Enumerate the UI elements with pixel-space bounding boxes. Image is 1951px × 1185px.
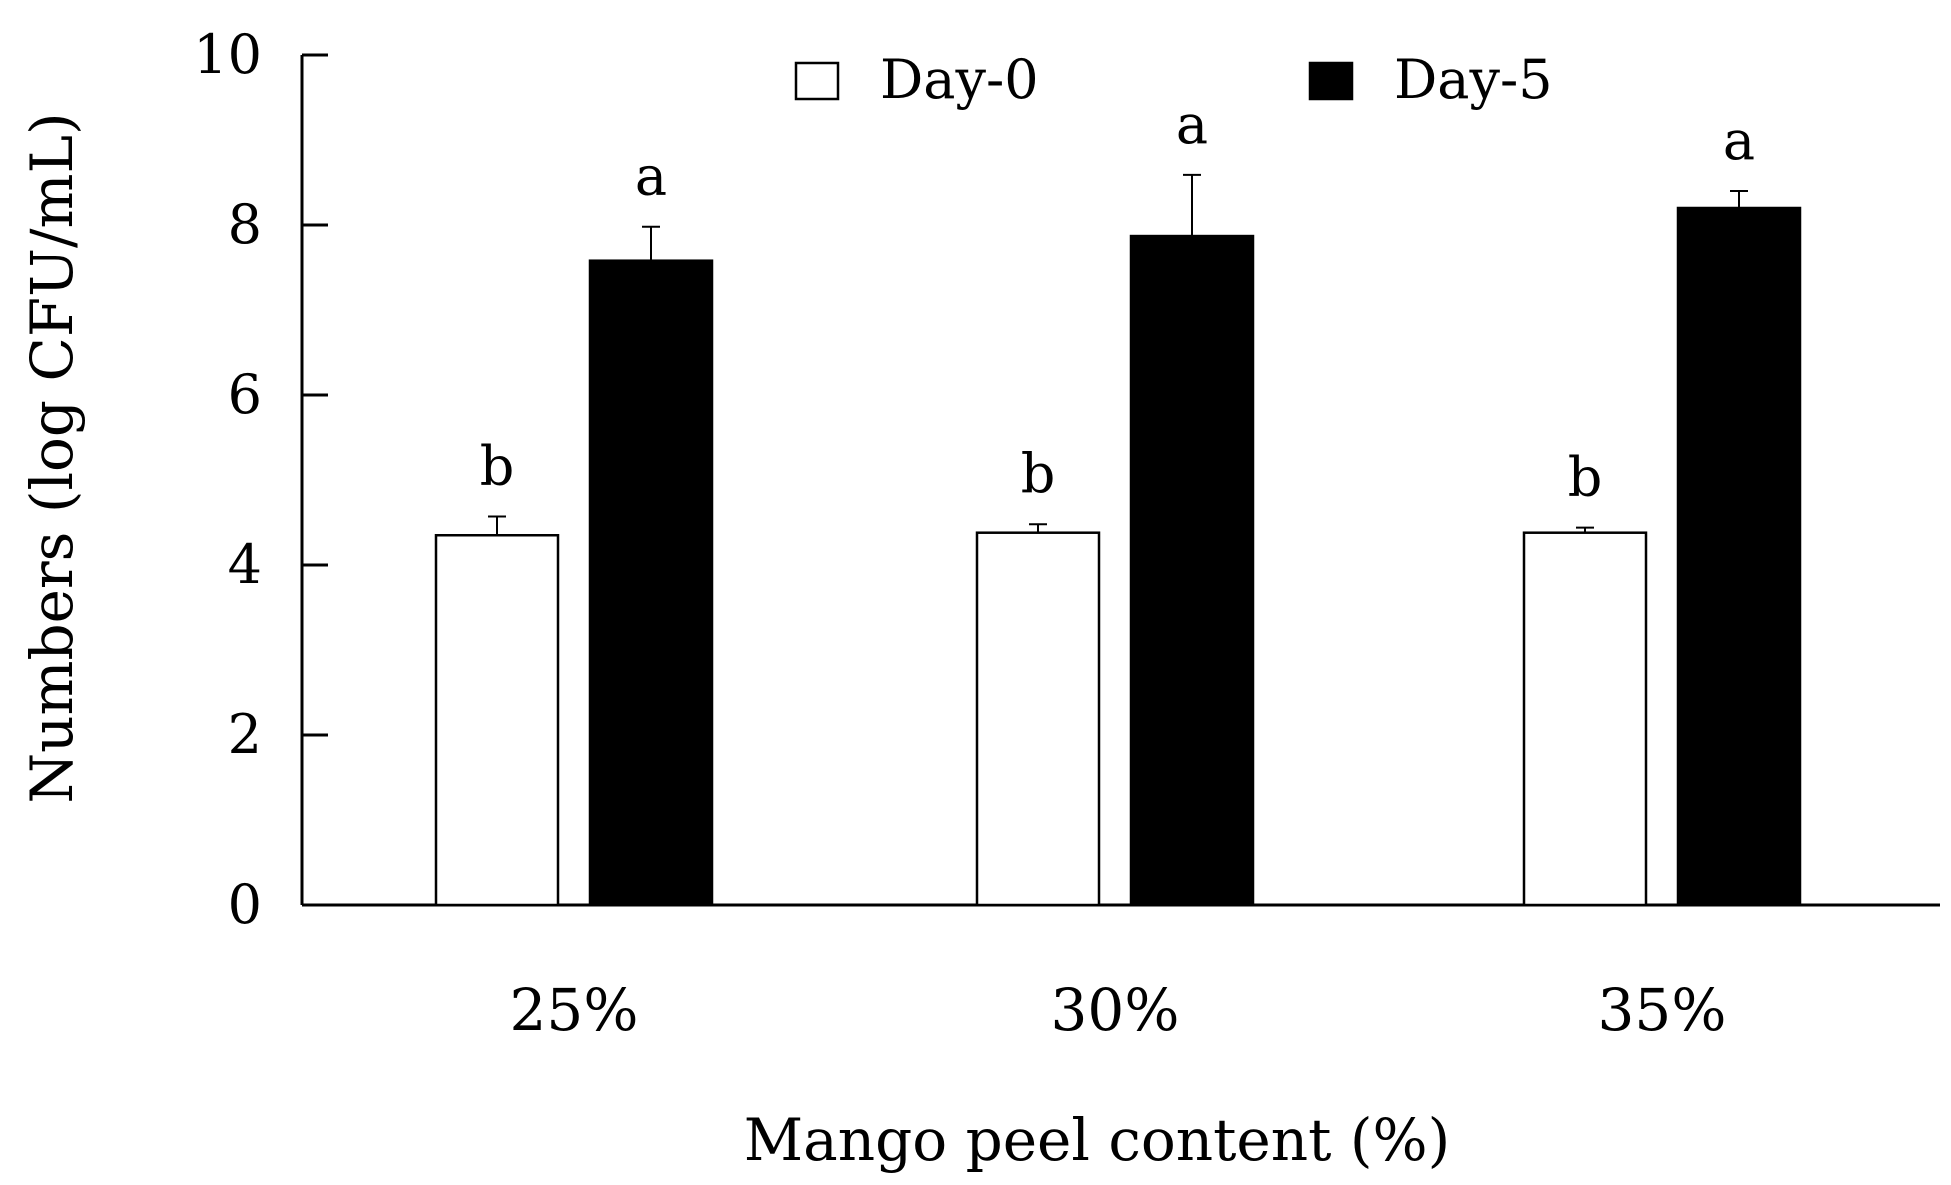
bar-day-5-1 bbox=[588, 259, 714, 907]
chart-legend: Day-0 Day-5 bbox=[794, 48, 1553, 111]
significance-label: a bbox=[1176, 93, 1208, 156]
y-tick-label: 4 bbox=[228, 533, 262, 596]
y-tick-label: 6 bbox=[228, 363, 262, 426]
x-category-label: 30% bbox=[1051, 976, 1180, 1044]
bar-day-5-3 bbox=[1676, 206, 1802, 907]
chart-bars: b b b a a a bbox=[434, 93, 1802, 907]
significance-label: b bbox=[480, 435, 515, 498]
significance-label: a bbox=[635, 145, 667, 208]
y-tick-label: 10 bbox=[193, 23, 262, 86]
legend-label: Day-0 bbox=[880, 48, 1039, 111]
y-tick-label: 0 bbox=[228, 873, 262, 936]
x-category-label: 35% bbox=[1598, 976, 1727, 1044]
bar-day-0-1 bbox=[434, 534, 560, 907]
significance-label: a bbox=[1723, 109, 1755, 172]
legend-label: Day-5 bbox=[1394, 48, 1553, 111]
significance-label: b bbox=[1021, 442, 1056, 505]
y-axis-title: Numbers (log CFU/mL) bbox=[18, 112, 86, 803]
bar-day-5-2 bbox=[1129, 234, 1255, 907]
bar-day-0-3 bbox=[1522, 531, 1648, 907]
legend-swatch-day-0 bbox=[794, 61, 840, 101]
x-category-label: 25% bbox=[510, 976, 639, 1044]
chart-axes: 0 2 4 6 8 10 25% 30% 35% bbox=[193, 23, 1940, 1044]
significance-label: b bbox=[1568, 446, 1603, 509]
y-tick-label: 2 bbox=[228, 703, 262, 766]
x-axis-title: Mango peel content (%) bbox=[744, 1106, 1450, 1174]
y-tick-label: 8 bbox=[228, 193, 262, 256]
legend-swatch-day-5 bbox=[1308, 61, 1354, 101]
bar-day-0-2 bbox=[975, 531, 1101, 907]
